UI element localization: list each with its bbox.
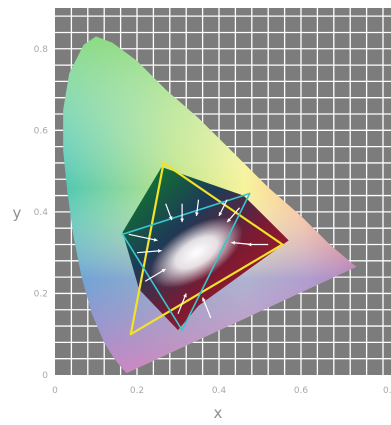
y-tick-label: 0.6 xyxy=(34,126,49,136)
y-tick-label: 0 xyxy=(42,371,48,381)
x-tick-label: 0 xyxy=(52,386,58,396)
vector-arrowhead xyxy=(227,218,231,223)
vector-arrowhead xyxy=(194,212,199,216)
vector-arrowhead xyxy=(202,297,206,302)
vector-arrows xyxy=(128,199,269,319)
x-tick-label: 0.6 xyxy=(294,386,309,396)
y-tick-label: 0.2 xyxy=(34,289,48,299)
vector-arrowhead xyxy=(157,249,162,253)
x-axis-label: x xyxy=(214,404,223,422)
vector-arrowhead xyxy=(218,211,223,216)
y-tick-labels: 0 0.2 0.4 0.6 0.8 xyxy=(34,45,49,381)
x-tick-label: 0.2 xyxy=(130,386,144,396)
vector-line xyxy=(144,268,167,282)
vector-arrowhead xyxy=(180,218,185,223)
x-tick-labels: 0 0.2 0.4 0.6 0.8 xyxy=(52,386,391,396)
vector-arrowhead xyxy=(161,268,166,273)
vector-line xyxy=(136,250,162,254)
x-tick-label: 0.4 xyxy=(212,386,227,396)
vector-arrowhead xyxy=(231,240,235,245)
vector-line xyxy=(177,293,187,315)
vector-line xyxy=(202,297,212,319)
y-axis-label: y xyxy=(13,204,22,222)
y-tick-label: 0.4 xyxy=(34,208,49,218)
x-tick-label: 0.8 xyxy=(383,386,391,396)
vector-line xyxy=(128,233,158,242)
vector-arrowhead xyxy=(153,237,158,242)
gamut-triangle-yellow xyxy=(129,161,284,336)
vector-arrowhead xyxy=(247,242,252,247)
vector-arrowhead xyxy=(183,293,187,298)
white-point-glow xyxy=(150,217,243,288)
vector-arrowhead xyxy=(168,216,173,221)
y-tick-label: 0.8 xyxy=(34,45,49,55)
gamut-triangle-cyan xyxy=(121,192,251,331)
